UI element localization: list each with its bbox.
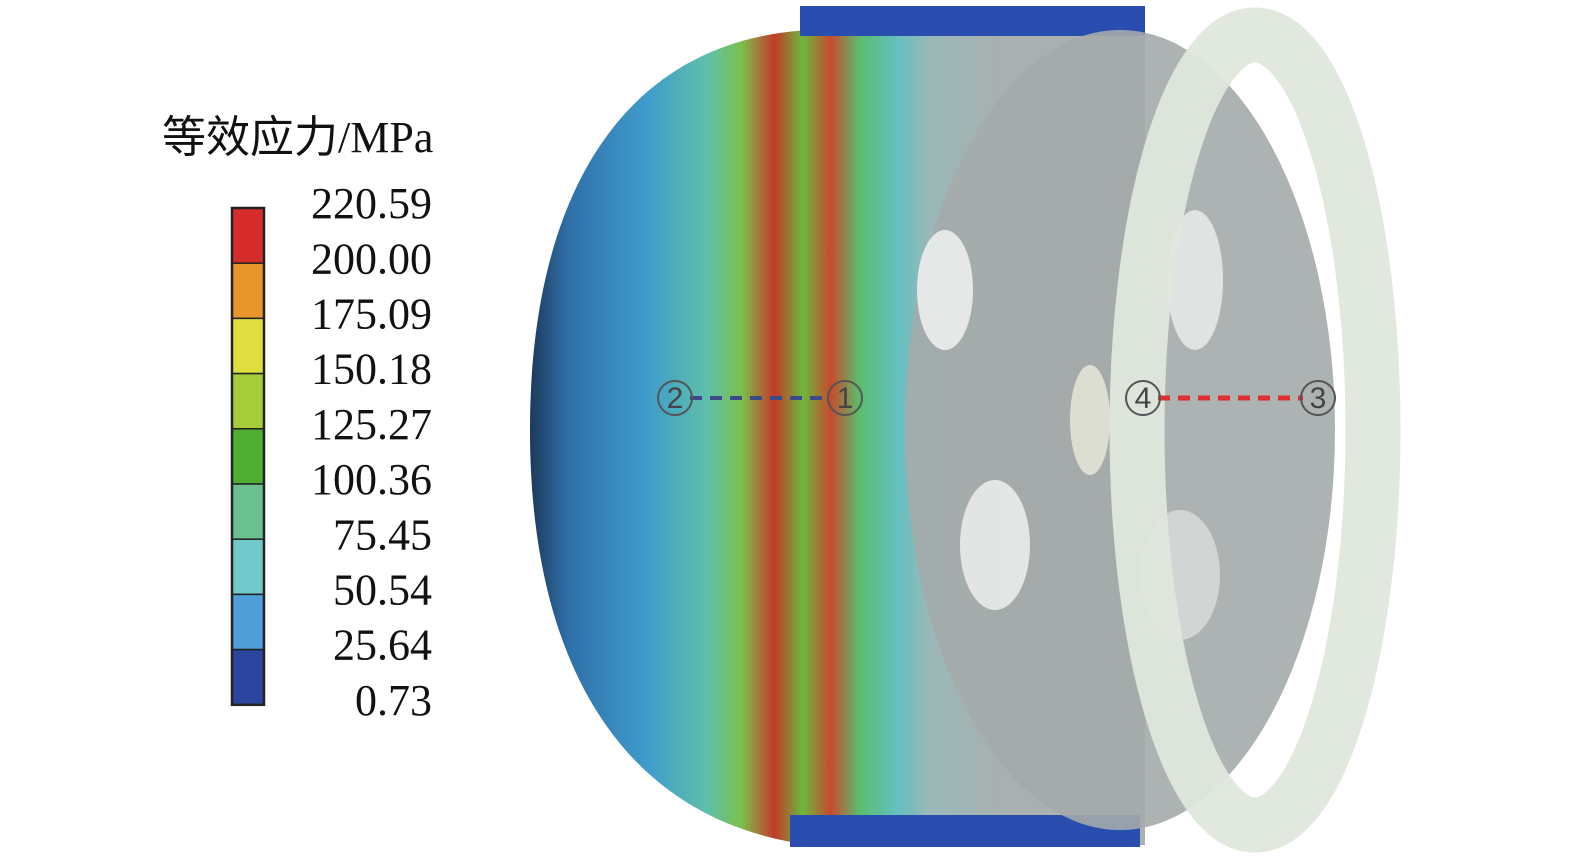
legend-label: 50.54 [333,565,432,614]
legend-band [231,372,265,430]
legend-label: 200.00 [311,234,432,283]
legend-band [231,207,265,264]
legend-label: 220.59 [311,179,432,228]
legend-frame [230,206,266,707]
legend-label: 75.45 [333,510,432,559]
hole [1167,210,1223,350]
outer-rim [1109,7,1401,853]
legend-label: 25.64 [333,621,432,670]
hole [1070,365,1110,475]
top-flange [800,6,1145,36]
point-marker [827,380,863,416]
hole [960,480,1030,610]
point-label: 4 [1135,382,1152,415]
cylinder: 1 2 3 4 [530,6,1401,853]
legend-label: 125.27 [311,400,432,449]
legend: 220.59 200.00 175.09 150.18 125.27 100.36 75.4… [230,179,432,725]
legend-band [231,483,265,540]
legend-band [231,262,265,320]
legend-label: 150.18 [311,345,432,394]
point-label: 3 [1310,382,1327,415]
hole [917,230,973,350]
legend-label: 0.73 [355,676,432,725]
legend-label: 100.36 [311,455,432,504]
legend-title: 等效应力/MPa [162,113,433,162]
legend-band [231,648,265,706]
legend-band [231,538,265,596]
point-marker [1125,380,1161,416]
legend-band [231,593,265,651]
legend-band [231,428,265,485]
point-label: 1 [837,382,854,415]
point-label: 2 [667,382,684,415]
legend-label: 175.09 [311,289,432,338]
point-marker [1300,380,1336,416]
point-marker [657,380,693,416]
legend-band [231,317,265,375]
